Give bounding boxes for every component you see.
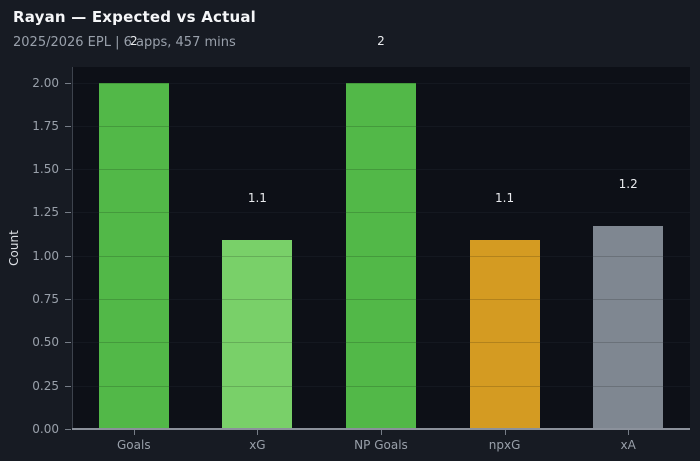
x-tick-label-npxg: npxG bbox=[488, 438, 521, 452]
x-tick-label-xa: xA bbox=[620, 438, 636, 452]
plot-area: 2 1.1 2 1.1 1.2 bbox=[72, 34, 690, 429]
x-tick-mark bbox=[133, 430, 135, 435]
y-tick-label: 1.50 bbox=[32, 162, 59, 177]
x-axis-ticks: Goals xG NP Goals npxG xA bbox=[72, 429, 690, 461]
y-tick-label: 1.25 bbox=[32, 205, 59, 220]
y-tick-mark bbox=[65, 342, 71, 344]
bar-slot-xa bbox=[566, 67, 690, 429]
x-tick-mark bbox=[504, 430, 506, 435]
bar-value-label: 1.1 bbox=[495, 191, 515, 206]
y-tick-mark bbox=[65, 169, 71, 171]
gridline bbox=[72, 169, 690, 171]
bar-slot-np-goals bbox=[319, 67, 443, 429]
bar-xg bbox=[222, 240, 293, 429]
y-tick-mark bbox=[65, 255, 71, 257]
gridline bbox=[72, 342, 690, 344]
bar-value-label: 2 bbox=[377, 33, 385, 48]
x-tick-mark bbox=[628, 430, 630, 435]
gridline bbox=[72, 169, 690, 171]
gridline bbox=[72, 82, 690, 84]
y-tick-label: 2.00 bbox=[32, 75, 59, 90]
y-tick-mark bbox=[65, 299, 71, 301]
y-axis-spine bbox=[72, 67, 73, 429]
y-tick-label: 0.50 bbox=[32, 335, 59, 350]
gridline bbox=[72, 125, 690, 127]
gridline bbox=[72, 385, 690, 387]
chart-subtitle: 2025/2026 EPL | 6 apps, 457 mins bbox=[13, 35, 236, 50]
y-tick-label: 0.00 bbox=[32, 422, 59, 436]
x-tick-label-np-goals: NP Goals bbox=[354, 438, 408, 452]
y-tick-label: 1.00 bbox=[32, 248, 59, 263]
y-tick-label: 1.75 bbox=[32, 118, 59, 133]
x-tick-mark bbox=[257, 430, 259, 435]
y-tick-mark bbox=[65, 385, 71, 387]
gridlines-over bbox=[72, 67, 690, 429]
y-tick-label: 0.25 bbox=[32, 378, 59, 393]
bar-slot-xg bbox=[196, 67, 320, 429]
y-tick-mark bbox=[65, 429, 71, 430]
gridline bbox=[72, 82, 690, 84]
gridline bbox=[72, 299, 690, 301]
bar-value-label: 1.2 bbox=[618, 177, 638, 192]
bars-layer bbox=[72, 67, 690, 429]
gridline bbox=[72, 212, 690, 214]
bar-np-goals bbox=[345, 82, 416, 429]
x-tick-label-goals: Goals bbox=[117, 438, 151, 452]
bar-slot-npxg bbox=[443, 67, 567, 429]
x-tick-label-xg: xG bbox=[249, 438, 266, 452]
gridline bbox=[72, 385, 690, 387]
bar-goals bbox=[98, 82, 169, 429]
chart-header: Rayan — Expected vs Actual 2025/2026 EPL… bbox=[13, 8, 256, 50]
y-tick-mark bbox=[65, 82, 71, 84]
gridline bbox=[72, 342, 690, 344]
bar-npxg bbox=[469, 240, 540, 429]
y-tick-label: 0.75 bbox=[32, 292, 59, 307]
bar-slot-goals bbox=[72, 67, 196, 429]
gridlines-under bbox=[72, 67, 690, 429]
gridline bbox=[72, 212, 690, 214]
chart-title: Rayan — Expected vs Actual bbox=[13, 8, 257, 26]
y-axis-ticks: 0.00 0.25 0.50 0.75 1.00 1.25 1.50 1.75 2.00 bbox=[0, 67, 72, 436]
x-axis-line bbox=[72, 428, 690, 430]
gridline bbox=[72, 299, 690, 301]
gridline bbox=[72, 255, 690, 257]
y-tick-mark bbox=[65, 212, 71, 214]
bar-value-labels: 2 1.1 2 1.1 1.2 bbox=[72, 34, 690, 429]
bar-xa bbox=[593, 226, 664, 429]
gridline bbox=[72, 255, 690, 257]
gridline bbox=[72, 125, 690, 127]
bar-value-label: 1.1 bbox=[247, 191, 267, 206]
y-tick-mark bbox=[65, 125, 71, 127]
x-tick-mark bbox=[381, 430, 382, 435]
